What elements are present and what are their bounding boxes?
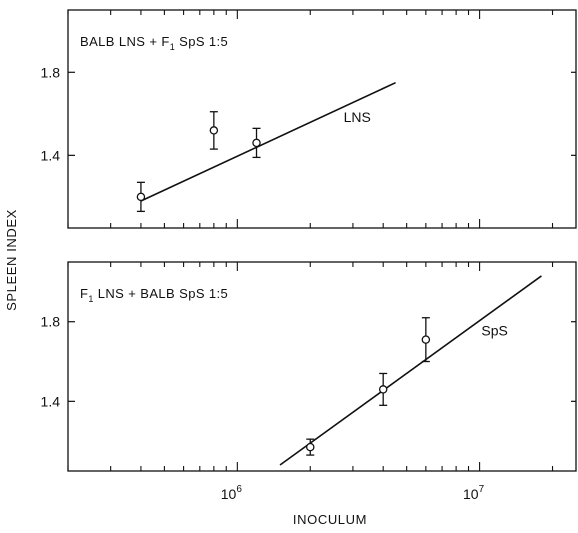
y-axis-label: SPLEEN INDEX [4, 209, 19, 311]
x-tick-label: 106 [221, 484, 243, 502]
y-tick-label: 1.8 [41, 64, 61, 80]
data-point [306, 442, 315, 452]
panel-top: 1.4 1.8 BALB LNS + F1 SpS 1:5 LNS [41, 9, 577, 229]
y-tick-label: 1.8 [41, 314, 61, 330]
data-point [421, 335, 431, 344]
fit-line [140, 81, 396, 202]
y-tick-label: 1.4 [41, 393, 61, 409]
panel-title: F1 LNS + BALB SpS 1:5 [80, 286, 228, 304]
y-tick-label: 1.4 [41, 147, 61, 163]
plot-frame [67, 9, 577, 229]
panel-title: BALB LNS + F1 SpS 1:5 [80, 34, 228, 52]
series-label: SpS [481, 323, 507, 339]
panel-bottom: 1.4 1.8 106 107 F1 LNS + BALB SpS 1:5 SpS [41, 261, 577, 502]
data-point [209, 126, 219, 135]
plot-frame [67, 261, 577, 472]
x-tick-label: 107 [463, 484, 485, 502]
data-point [136, 192, 146, 202]
data-point [378, 385, 388, 394]
data-point [252, 138, 261, 148]
series-label: LNS [344, 109, 371, 125]
fit-line [279, 275, 542, 466]
x-axis-label: INOCULUM [293, 512, 367, 527]
